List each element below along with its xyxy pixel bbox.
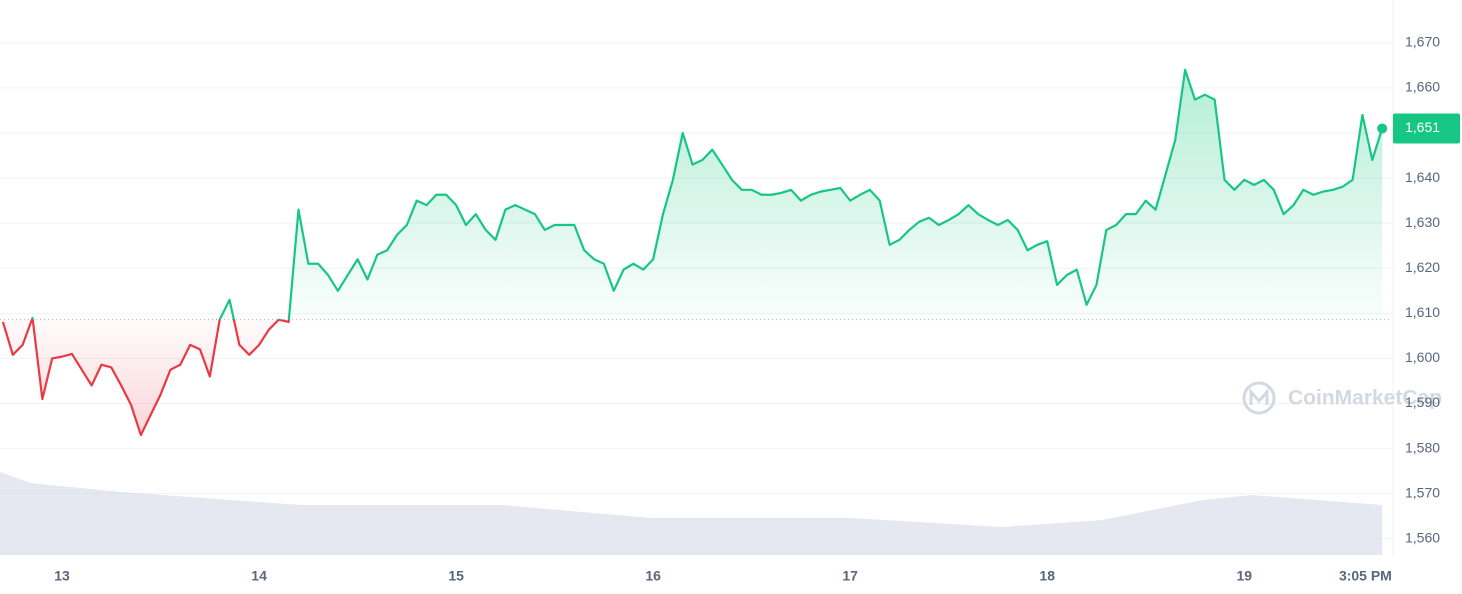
current-price-label: 1,651: [1405, 119, 1440, 135]
y-tick-label: 1,620: [1405, 259, 1440, 275]
x-tick-label: 17: [842, 568, 858, 584]
x-tick-label: 15: [448, 568, 464, 584]
x-tick-label: 3:05 PM: [1339, 568, 1392, 584]
y-tick-label: 1,590: [1405, 394, 1440, 410]
y-tick-label: 1,580: [1405, 439, 1440, 455]
x-tick-label: 16: [645, 568, 661, 584]
x-tick-label: 18: [1039, 568, 1055, 584]
y-tick-label: 1,630: [1405, 214, 1440, 230]
x-tick-label: 13: [54, 568, 70, 584]
price-area: [2, 69, 1383, 436]
price-line: [1, 68, 1384, 437]
y-tick-label: 1,670: [1405, 34, 1440, 50]
y-tick-label: 1,640: [1405, 169, 1440, 185]
y-tick-label: 1,570: [1405, 484, 1440, 500]
x-tick-label: 19: [1236, 568, 1252, 584]
x-tick-label: 14: [251, 568, 267, 584]
y-tick-label: 1,610: [1405, 304, 1440, 320]
y-tick-label: 1,660: [1405, 79, 1440, 95]
current-price-box: [1393, 113, 1460, 144]
watermark-text: CoinMarketCap: [1288, 387, 1442, 410]
y-tick-label: 1,600: [1405, 349, 1440, 365]
volume-area: [0, 472, 1383, 555]
y-tick-label: 1,560: [1405, 529, 1440, 545]
watermark: CoinMarketCap: [1242, 381, 1442, 415]
current-point: [1377, 123, 1388, 134]
